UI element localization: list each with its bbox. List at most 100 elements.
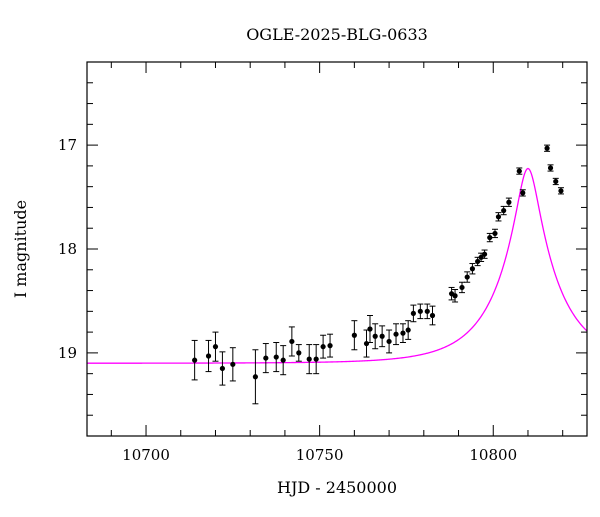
- plot-frame: [86, 61, 588, 437]
- data-point-group: [464, 271, 471, 283]
- x-tick-label: 10750: [296, 446, 344, 464]
- data-point-group: [481, 249, 488, 259]
- data-point: [429, 312, 436, 319]
- data-point: [192, 357, 198, 363]
- chart-title: OGLE-2025-BLG-0633: [246, 25, 428, 44]
- data-point: [481, 251, 488, 257]
- data-point-group: [405, 320, 412, 340]
- data-point: [367, 326, 373, 332]
- data-point-group: [516, 167, 523, 175]
- data-point: [296, 350, 302, 356]
- data-point: [487, 234, 493, 241]
- data-point-group: [552, 177, 559, 186]
- data-point-group: [393, 323, 400, 346]
- data-point-group: [288, 326, 295, 357]
- data-point: [400, 330, 406, 336]
- x-tick-label: 10800: [469, 446, 517, 464]
- data-point: [351, 332, 357, 338]
- data-point-group: [212, 331, 219, 362]
- data-point: [320, 344, 326, 350]
- data-point-group: [313, 344, 320, 375]
- model-curve: [87, 167, 587, 364]
- y-tick-label: 18: [58, 240, 77, 258]
- data-point: [205, 353, 212, 359]
- data-point: [327, 343, 333, 349]
- data-point-group: [320, 334, 327, 359]
- data-point-group: [500, 205, 507, 216]
- data-point-group: [505, 197, 512, 207]
- data-point-group: [372, 323, 379, 350]
- data-point: [313, 356, 319, 362]
- data-point-group: [295, 344, 302, 362]
- data-point: [212, 344, 219, 350]
- data-point: [553, 178, 559, 185]
- data-point-group: [452, 289, 459, 303]
- data-point: [410, 310, 416, 317]
- y-axis-label: I magnitude: [11, 200, 30, 298]
- data-point-group: [386, 329, 393, 354]
- data-point-group: [327, 333, 334, 358]
- data-point-group: [379, 325, 386, 348]
- y-tick-label: 17: [58, 136, 77, 154]
- data-point-group: [544, 144, 551, 152]
- data-point: [273, 354, 279, 360]
- tick-labels-layer: 10700 10750 10800 17 18 19: [58, 136, 517, 464]
- data-point-group: [219, 351, 226, 386]
- data-point: [547, 165, 554, 171]
- data-point-group: [191, 339, 198, 381]
- data-point-group: [351, 320, 358, 351]
- data-point-group: [229, 347, 236, 382]
- data-point-group: [366, 314, 373, 343]
- data-point-group: [495, 212, 502, 222]
- data-point: [501, 207, 507, 214]
- data-point-group: [469, 263, 476, 275]
- data-point: [475, 258, 481, 265]
- data-point-group: [424, 303, 431, 320]
- data-point: [405, 327, 411, 333]
- data-point-group: [519, 189, 526, 197]
- data-point: [558, 188, 564, 194]
- data-point-group: [252, 349, 259, 405]
- data-point: [469, 266, 476, 272]
- data-point-group: [262, 343, 269, 374]
- data-point-group: [273, 342, 280, 373]
- data-point: [492, 230, 498, 237]
- data-point: [452, 293, 458, 299]
- data-point-group: [410, 304, 417, 323]
- data-point: [289, 338, 295, 345]
- y-tick-label: 19: [58, 344, 77, 362]
- data-point-group: [280, 345, 287, 376]
- data-point: [386, 338, 392, 345]
- data-point: [516, 168, 522, 174]
- x-tick-label: 10700: [122, 446, 170, 464]
- data-point: [219, 365, 226, 372]
- data-point: [544, 145, 550, 151]
- data-point: [379, 333, 385, 339]
- x-axis-label: HJD - 2450000: [277, 478, 397, 497]
- data-point-group: [459, 281, 465, 294]
- data-point-group: [205, 339, 212, 373]
- data-point: [252, 374, 259, 380]
- data-point-group: [547, 164, 554, 172]
- data-point: [280, 357, 286, 363]
- data-point-group: [399, 323, 406, 343]
- data-point: [464, 274, 470, 280]
- model-layer: [87, 167, 587, 364]
- data-point: [520, 190, 526, 196]
- data-point-group: [557, 187, 564, 195]
- data-point: [230, 361, 236, 367]
- data-point: [393, 331, 399, 337]
- data-point-group: [306, 344, 313, 375]
- data-point-group: [417, 303, 424, 320]
- data-point-group: [363, 329, 370, 358]
- data-point: [417, 308, 423, 314]
- data-point: [495, 214, 502, 220]
- data-point-group: [491, 228, 498, 239]
- data-points-layer: [191, 144, 564, 405]
- data-point-group: [429, 305, 436, 326]
- data-point: [372, 333, 378, 339]
- data-point: [459, 284, 465, 291]
- data-point: [506, 199, 512, 205]
